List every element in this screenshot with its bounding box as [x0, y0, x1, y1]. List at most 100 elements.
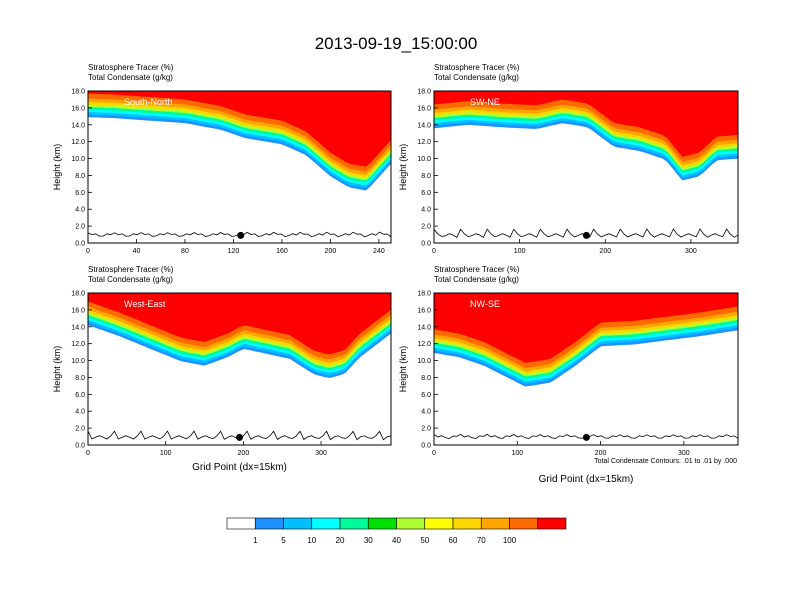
- colorbar-label: 70: [477, 536, 486, 545]
- y-tick-label: 4.0: [75, 207, 85, 214]
- y-tick-label: 10.0: [417, 156, 431, 163]
- y-tick-label: 8.0: [75, 375, 85, 382]
- tracer-layer: [88, 293, 391, 355]
- y-tick-label: 10.0: [417, 358, 431, 365]
- y-tick-label: 18.0: [417, 89, 431, 96]
- colorbar-swatch: [480, 517, 510, 530]
- tracer-layer: [434, 91, 738, 157]
- y-tick-label: 2.0: [421, 224, 431, 231]
- colorbar-swatch: [283, 517, 313, 530]
- x-tick-label: 0: [432, 450, 436, 457]
- panel-3: Stratosphere Tracer (%)Total Condensate …: [398, 265, 739, 485]
- x-tick-label: 200: [325, 248, 337, 255]
- y-tick-label: 4.0: [75, 409, 85, 416]
- colorbar-label: 5: [281, 536, 286, 545]
- panel-header-tracer: Stratosphere Tracer (%): [434, 265, 520, 274]
- y-tick-label: 12.0: [417, 341, 431, 348]
- x-tick-label: 200: [238, 450, 250, 457]
- panel-header-condensate: Total Condensate (g/kg): [434, 275, 519, 284]
- y-tick-label: 16.0: [417, 105, 431, 112]
- plot-frame: [433, 90, 739, 244]
- x-tick-label: 300: [315, 450, 327, 457]
- section-label: South-North: [124, 97, 173, 107]
- y-tick-label: 18.0: [417, 291, 431, 298]
- x-axis-label: Grid Point (dx=15km): [192, 462, 287, 473]
- y-axis-label: Height (km): [52, 144, 62, 191]
- x-tick-label: 0: [86, 248, 90, 255]
- colorbar-label: 100: [503, 536, 517, 545]
- x-tick-label: 40: [133, 248, 141, 255]
- section-label: West-East: [124, 299, 166, 309]
- y-tick-label: 4.0: [421, 409, 431, 416]
- panel-1: Stratosphere Tracer (%)Total Condensate …: [398, 63, 739, 255]
- panel-header-condensate: Total Condensate (g/kg): [88, 73, 173, 82]
- contour-note: Total Condensate Contours: .01 to .01 by…: [594, 458, 737, 465]
- y-tick-label: 12.0: [71, 139, 85, 146]
- y-tick-label: 0.0: [75, 241, 85, 248]
- x-tick-label: 300: [678, 450, 690, 457]
- section-label: NW-SE: [470, 299, 500, 309]
- x-tick-label: 120: [228, 248, 240, 255]
- y-tick-label: 0.0: [75, 443, 85, 450]
- y-tick-label: 6.0: [421, 392, 431, 399]
- y-tick-label: 4.0: [421, 207, 431, 214]
- colorbar-swatch: [226, 517, 256, 530]
- x-axis-label: Grid Point (dx=15km): [539, 474, 634, 485]
- plot-frame: [87, 292, 392, 446]
- x-tick-label: 300: [685, 248, 697, 255]
- x-tick-label: 0: [86, 450, 90, 457]
- y-tick-label: 0.0: [421, 241, 431, 248]
- y-tick-label: 2.0: [75, 426, 85, 433]
- y-tick-label: 18.0: [71, 291, 85, 298]
- x-tick-label: 80: [181, 248, 189, 255]
- panel-header-condensate: Total Condensate (g/kg): [88, 275, 173, 284]
- y-tick-label: 12.0: [417, 139, 431, 146]
- y-tick-label: 8.0: [75, 173, 85, 180]
- x-tick-label: 100: [160, 450, 172, 457]
- colorbar: 1 5 10 20 30 40 50 60 70 100: [226, 517, 567, 545]
- y-tick-label: 14.0: [71, 122, 85, 129]
- x-tick-label: 0: [432, 248, 436, 255]
- panel-0: Stratosphere Tracer (%)Total Condensate …: [52, 63, 392, 255]
- plot-frame: [433, 292, 739, 446]
- x-tick-label: 100: [511, 450, 523, 457]
- y-tick-label: 12.0: [71, 341, 85, 348]
- y-tick-label: 6.0: [421, 190, 431, 197]
- colorbar-swatch: [311, 517, 341, 530]
- x-tick-label: 200: [595, 450, 607, 457]
- location-marker: [236, 433, 243, 441]
- y-tick-label: 18.0: [71, 89, 85, 96]
- plot-frame: [87, 90, 392, 244]
- y-tick-label: 6.0: [75, 190, 85, 197]
- panel-header-tracer: Stratosphere Tracer (%): [434, 63, 520, 72]
- colorbar-label: 60: [449, 536, 458, 545]
- x-tick-label: 160: [276, 248, 288, 255]
- tracer-layer: [434, 293, 738, 363]
- colorbar-label: 10: [307, 536, 316, 545]
- y-tick-label: 16.0: [71, 105, 85, 112]
- location-marker: [582, 231, 590, 239]
- colorbar-swatch: [537, 517, 567, 530]
- tracer-field: [88, 293, 391, 441]
- x-tick-label: 200: [599, 248, 611, 255]
- colorbar-label: 1: [253, 536, 258, 545]
- y-tick-label: 2.0: [75, 224, 85, 231]
- colorbar-label: 30: [364, 536, 373, 545]
- location-marker: [237, 231, 245, 239]
- panel-2: Stratosphere Tracer (%)Total Condensate …: [52, 265, 392, 473]
- panels: Stratosphere Tracer (%)Total Condensate …: [52, 63, 739, 485]
- colorbar-label: 50: [420, 536, 429, 545]
- y-tick-label: 0.0: [421, 443, 431, 450]
- y-tick-label: 16.0: [417, 307, 431, 314]
- y-tick-label: 14.0: [417, 324, 431, 331]
- y-axis-label: Height (km): [398, 346, 408, 393]
- y-tick-label: 10.0: [71, 358, 85, 365]
- colorbar-label: 40: [392, 536, 401, 545]
- tracer-field: [88, 91, 391, 238]
- tracer-layer: [88, 91, 391, 167]
- y-tick-label: 6.0: [75, 392, 85, 399]
- colorbar-swatch: [339, 517, 369, 530]
- y-tick-label: 16.0: [71, 307, 85, 314]
- colorbar-swatch: [367, 517, 397, 530]
